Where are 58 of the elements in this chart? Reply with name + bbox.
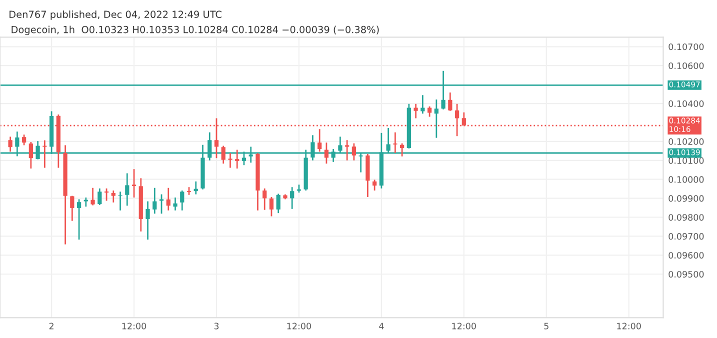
- candlestick: [173, 196, 178, 212]
- candlestick: [76, 198, 82, 240]
- candlestick: [276, 193, 280, 214]
- x-tick-label: 12:00: [287, 322, 311, 330]
- candlestick: [262, 188, 267, 211]
- candlestick: [166, 187, 170, 212]
- y-tick-label: 0.10600: [668, 62, 704, 70]
- candlestick: [372, 179, 377, 192]
- chart-subtitle: Den767 published, Dec 04, 2022 12:49 UTC: [10, 10, 222, 20]
- candlestick: [22, 134, 26, 146]
- y-tick-label: 0.09600: [668, 252, 704, 259]
- candlestick: [111, 190, 116, 204]
- x-tick-label: 5: [544, 322, 548, 330]
- candlestick: [345, 139, 350, 162]
- candlestick: [84, 196, 88, 208]
- y-tick-label: 0.10200: [668, 138, 704, 145]
- candlestick: [448, 92, 452, 112]
- candlestick: [400, 142, 404, 158]
- candlestick: [98, 188, 102, 206]
- y-tick-label: 0.10700: [668, 43, 704, 50]
- candlestick: [28, 141, 33, 170]
- candlestick: [132, 168, 136, 198]
- y-tick-label: 0.10100: [668, 157, 704, 164]
- y-tick-label: 0.09500: [668, 270, 704, 278]
- candlestick: [221, 145, 226, 164]
- candlestick: [180, 190, 184, 212]
- candlestick: [146, 200, 150, 240]
- chart-title: Dogecoin, 1h O0.10323 H0.10353 L0.10284 C0.10284 −0.00039 (−0.38%): [12, 26, 379, 36]
- candlestick: [159, 194, 164, 214]
- candlestick: [434, 98, 438, 139]
- candlestick: [118, 190, 122, 212]
- y-tick-label: 0.10000: [668, 176, 704, 183]
- y-tick-label: 0.09700: [668, 233, 704, 240]
- x-tick-label: 3: [214, 322, 219, 330]
- x-tick-label: 2: [49, 322, 54, 330]
- candlestick: [352, 142, 356, 162]
- y-tick-label: 0.09900: [668, 195, 704, 202]
- candlestick: [324, 142, 329, 164]
- candlestick: [269, 196, 274, 218]
- candlestick: [90, 187, 95, 206]
- candlestick: [318, 128, 322, 152]
- candlestick: [125, 172, 130, 206]
- candlestick: [228, 152, 232, 168]
- candlestick: [290, 186, 294, 210]
- x-tick-label: 12:00: [617, 322, 641, 330]
- x-tick-label: 12:00: [452, 322, 476, 330]
- candlestick: [393, 132, 398, 154]
- candlestick: [420, 94, 425, 114]
- candlestick: [414, 103, 418, 120]
- candlestick: [152, 187, 157, 214]
- candlestick: [235, 149, 240, 170]
- x-tick-label: 12:00: [122, 322, 146, 330]
- candlestick: [8, 136, 12, 152]
- x-tick-label: 4: [379, 322, 384, 330]
- candlestick: [70, 195, 74, 222]
- y-tick-label: 0.09800: [668, 214, 704, 221]
- candlestick: [427, 106, 432, 118]
- y-tick-label: 0.10400: [668, 100, 704, 107]
